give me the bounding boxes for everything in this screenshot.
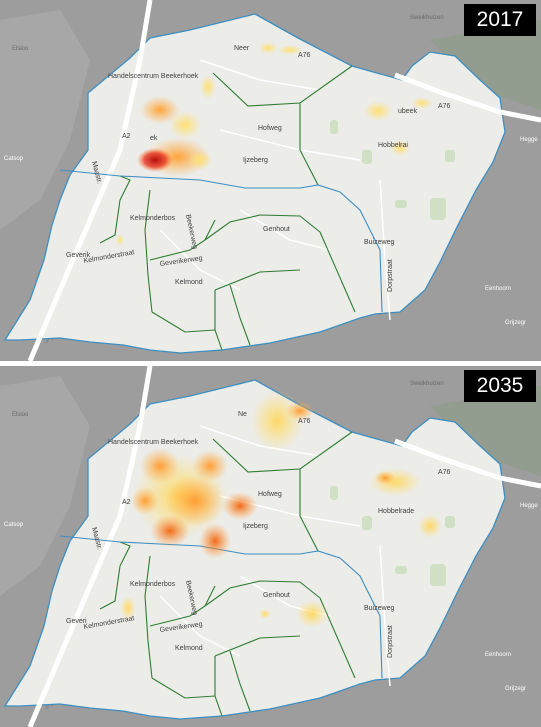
label-catsop: Catsop <box>4 522 24 528</box>
label-catsop: Catsop <box>4 156 24 162</box>
label-hegge: Hegge <box>520 503 538 509</box>
year-badge: 2017 <box>464 4 536 36</box>
label-grijzegr: Grijzegr <box>505 686 526 692</box>
label-a76: A76 <box>298 52 311 59</box>
label-a76b: A76 <box>438 103 451 110</box>
outside-forest-east <box>430 20 541 110</box>
heat-spots <box>116 42 432 246</box>
label-a2: A2 <box>122 133 131 140</box>
map-canvas: Elsloo Sweikhuizen Ne Handelscentrum Bee… <box>0 366 541 727</box>
label-buizeweg: Buizeweg <box>364 605 394 612</box>
label-sweikhuizen: Sweikhuizen <box>410 381 444 387</box>
label-hegge: Hegge <box>520 137 538 143</box>
label-a76b: A76 <box>438 469 451 476</box>
label-handelscentrum: Handelscentrum Beekerhoek <box>108 73 199 80</box>
label-beek: ek <box>150 135 158 142</box>
year-badge: 2035 <box>464 370 536 402</box>
label-a76: A76 <box>298 418 311 425</box>
heat-spots <box>120 391 442 628</box>
label-kelmond: Kelmond <box>175 279 203 286</box>
label-sweikhuizen: Sweikhuizen <box>410 15 444 21</box>
roads <box>27 0 541 361</box>
label-eenhoorn: Eenhoorn <box>485 652 511 658</box>
label-genhout: Genhout <box>263 226 290 233</box>
label-hofweg: Hofweg <box>258 491 282 498</box>
label-dorpstraat: Dorpstraat <box>387 259 394 292</box>
label-eenhoorn: Eenhoorn <box>485 286 511 292</box>
label-elsloo: Elsloo <box>12 412 29 418</box>
label-hofweg: Hofweg <box>258 125 282 132</box>
label-ijzeberg: Ijzeberg <box>243 157 268 164</box>
label-neerbeek: Ne <box>238 411 247 418</box>
label-a2: A2 <box>122 499 131 506</box>
label-hobbelrade: Hobbelrai <box>378 142 408 149</box>
outside-urban-west <box>0 10 90 230</box>
label-dorpstraat: Dorpstraat <box>387 625 394 658</box>
section-borders <box>59 535 383 679</box>
label-hobbelrade: Hobbelrade <box>378 508 414 515</box>
map-canvas: Elsloo Sweikhuizen Neer Handelscentrum B… <box>0 0 541 361</box>
label-ijzeberg: Ijzeberg <box>243 523 268 530</box>
vegetation-patches <box>330 120 455 220</box>
section-borders <box>59 169 383 313</box>
map-panel-2035: Elsloo Sweikhuizen Ne Handelscentrum Bee… <box>0 366 541 727</box>
outside-urban-west <box>0 376 90 596</box>
label-kelmonderbos: Kelmonderbos <box>130 581 176 588</box>
district-borders <box>99 65 356 351</box>
label-neerbeek: Neer <box>234 45 250 52</box>
label-genhout: Genhout <box>263 592 290 599</box>
label-buizeweg: Buizeweg <box>364 239 394 246</box>
vegetation-patches <box>330 486 455 586</box>
label-elsloo: Elsloo <box>12 46 29 52</box>
label-geverik: Geverik <box>66 252 91 259</box>
label-kelmonderbos: Kelmonderbos <box>130 215 176 222</box>
label-grijzegr: Grijzegr <box>505 320 526 326</box>
outside-forest-east <box>430 386 541 476</box>
label-handelscentrum: Handelscentrum Beekerhoek <box>108 439 199 446</box>
district-borders <box>99 431 356 717</box>
label-kelmond: Kelmond <box>175 645 203 652</box>
label-spaubeek: ubeek <box>398 108 418 115</box>
label-geverik: Geveri <box>66 618 87 625</box>
map-panel-2017: Elsloo Sweikhuizen Neer Handelscentrum B… <box>0 0 541 361</box>
